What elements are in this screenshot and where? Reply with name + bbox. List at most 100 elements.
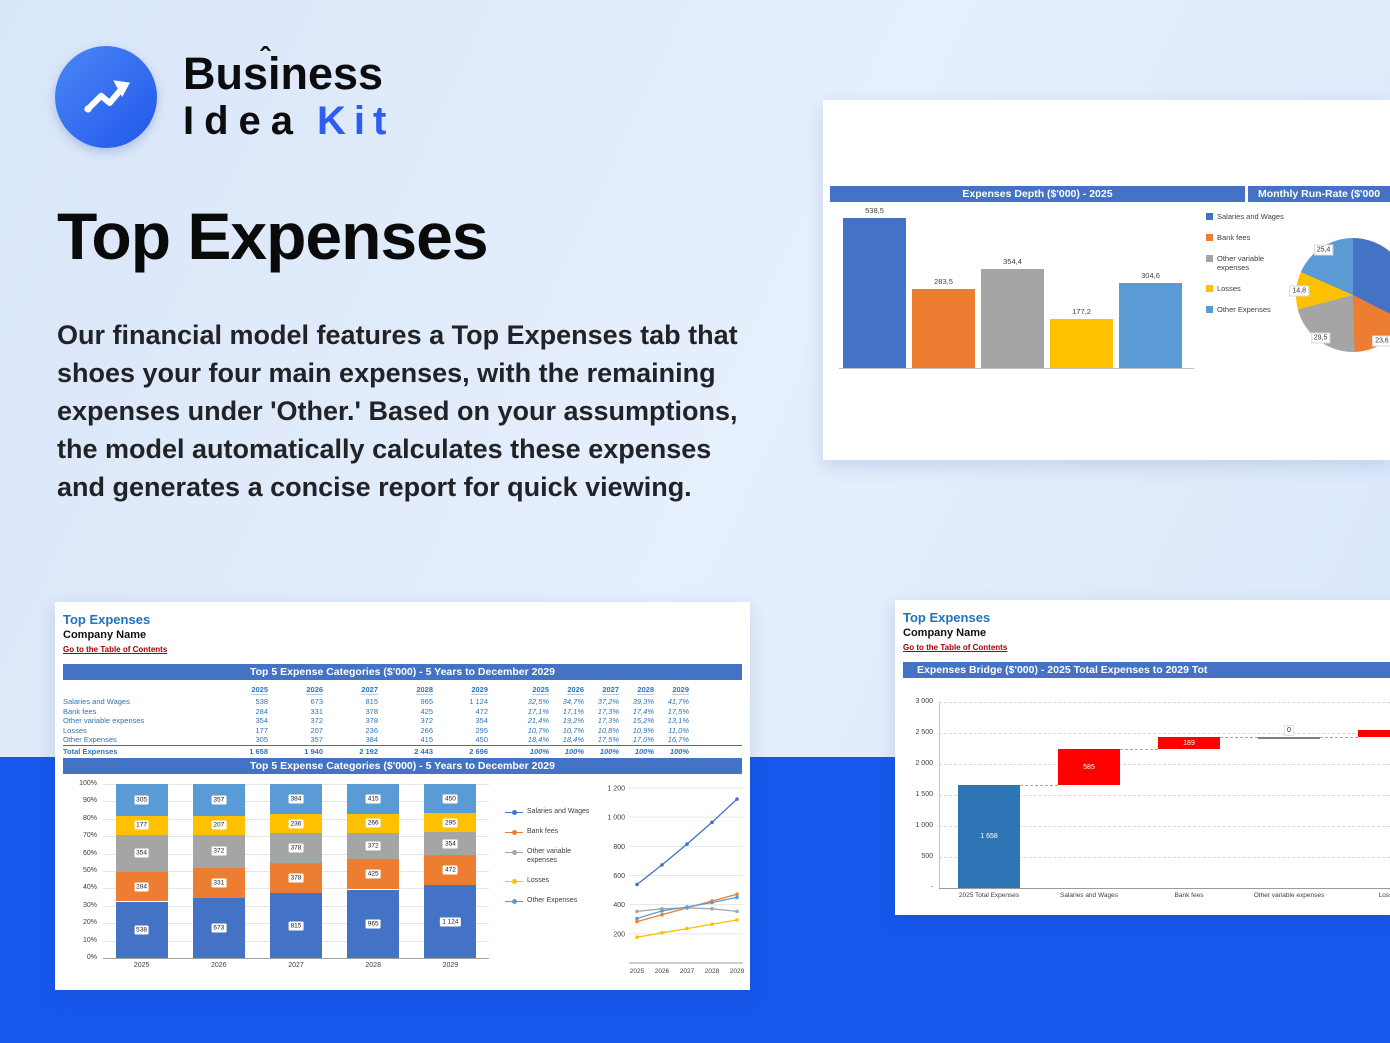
cell-value: 2 192 <box>359 746 378 756</box>
cell-pct: 17,3% <box>597 716 619 725</box>
company-name: Company Name <box>63 629 147 641</box>
x-tick-label: 2027 <box>680 968 695 975</box>
x-tick-label: 2026 <box>655 968 670 975</box>
sheet-title: Top Expenses <box>903 610 991 625</box>
x-tick-label: 2027 <box>288 962 304 969</box>
cell-pct: 100% <box>669 746 689 756</box>
legend-marker <box>505 828 523 836</box>
cell-pct: 18,4% <box>562 735 584 744</box>
table-row: Other variable expenses 354 372 378 372 354 21… <box>63 716 742 726</box>
legend-item: Salaries and Wages <box>1206 212 1290 221</box>
cell-pct: 17,4% <box>632 706 654 716</box>
segment-value-label: 415 <box>365 794 381 804</box>
stack-segment: 177 <box>115 816 168 835</box>
cell-pct: 17,1% <box>527 706 549 716</box>
cell-value: 425 <box>420 706 433 716</box>
y-tick-label: 1 500 <box>915 791 933 798</box>
cell-value: 236 <box>365 725 378 735</box>
segment-value-label: 472 <box>442 865 458 875</box>
stack-segment: 372 <box>192 834 245 868</box>
data-point <box>735 895 739 900</box>
bar-value-label: 354,4 <box>1003 257 1022 267</box>
cell-pct: 39,3% <box>632 697 654 706</box>
y-tick-label: 60% <box>82 849 97 857</box>
y-tick-label: 20% <box>82 919 97 927</box>
segment-value-label: 425 <box>365 869 381 879</box>
row-label: Losses <box>63 725 87 735</box>
y-tick-label: 1 200 <box>607 786 625 793</box>
stack-segment: 815 <box>270 893 322 958</box>
x-tick-label: 2025 Total Expenses <box>958 892 1020 899</box>
year-header: 2029 <box>672 685 689 695</box>
segment-value-label: 965 <box>365 919 381 929</box>
bar-4 <box>1119 283 1182 368</box>
bar-value-label: 177,2 <box>1072 306 1091 316</box>
data-point <box>635 882 639 887</box>
segment-value-label: 673 <box>211 923 227 933</box>
segment-value-label: 305 <box>134 795 150 805</box>
cell-value: 472 <box>475 706 488 716</box>
sheet-title: Top Expenses <box>63 612 151 627</box>
pie-value-label: 29,5 <box>1310 332 1331 344</box>
segment-value-label: 450 <box>442 794 458 804</box>
x-tick-label: 2028 <box>365 962 381 969</box>
legend-marker <box>505 848 523 856</box>
stack-segment: 236 <box>270 814 322 834</box>
toc-link[interactable]: Go to the Table of Contents <box>63 645 168 654</box>
year-header: 2028 <box>416 685 433 695</box>
bar-2 <box>981 269 1044 368</box>
x-tick-label: 2029 <box>730 968 745 975</box>
cell-pct: 100% <box>564 746 584 756</box>
x-tick-label: 2025 <box>630 968 645 975</box>
cell-value: 2 696 <box>469 746 488 756</box>
table-row: Salaries and Wages 538 673 815 965 1 124 32,5%… <box>63 697 742 707</box>
data-point <box>735 909 739 914</box>
cell-value: 372 <box>420 716 433 725</box>
cell-value: 331 <box>310 706 323 716</box>
y-tick-label: 90% <box>82 797 97 805</box>
legend-label: Other Expenses <box>1217 305 1271 314</box>
cell-value: 1 658 <box>249 746 268 756</box>
brand-business-text: Business <box>183 48 384 99</box>
bar-value-label: 538,5 <box>865 206 884 215</box>
chart-headers-row: Expenses Depth ($'000) - 2025 Monthly Ru… <box>830 186 1390 202</box>
chart-header: Top 5 Expense Categories ($'000) - 5 Yea… <box>63 758 742 774</box>
x-tick-label: Losses <box>1378 892 1390 899</box>
y-tick-label: 3 000 <box>915 698 933 705</box>
legend-label: Bank fees <box>1217 233 1251 242</box>
line-chart: 1 200 1 000 800 600 400 200 2025 2026 2027 2028 20… <box>607 786 745 976</box>
brand-idea-text: Idea <box>183 99 304 143</box>
cell-pct: 10,8% <box>597 725 619 735</box>
toc-link[interactable]: Go to the Table of Contents <box>903 643 1008 652</box>
screenshot-expenses-bridge: Top Expenses Company Name Go to the Tabl… <box>895 600 1390 915</box>
cell-pct: 100% <box>599 746 619 756</box>
segment-value-label: 177 <box>134 820 150 830</box>
cell-value: 207 <box>310 725 323 735</box>
cell-value: 284 <box>255 706 268 716</box>
bar-value-label: 585 <box>1083 763 1095 771</box>
cell-pct: 21,4% <box>527 716 549 725</box>
segment-value-label: 1 124 <box>440 917 461 927</box>
cell-value: 815 <box>365 697 378 706</box>
legend-item: Bank fees <box>505 827 593 836</box>
chart-legend: Salaries and Wages Bank fees Other variabl… <box>1206 212 1290 326</box>
bar-value-label: 189 <box>1183 739 1195 747</box>
y-tick-label: 0% <box>86 954 97 961</box>
legend-item: Losses <box>505 876 593 885</box>
pie-value-label: 23,6 <box>1372 335 1390 347</box>
stack-segment: 354 <box>424 832 477 855</box>
data-point <box>660 931 664 935</box>
cell-value: 1 124 <box>469 697 488 706</box>
cell-pct: 17,1% <box>562 706 584 716</box>
cell-value: 415 <box>420 735 433 744</box>
y-tick-label: 2 500 <box>915 729 933 736</box>
data-point <box>710 900 714 905</box>
cell-pct: 32,5% <box>527 697 549 706</box>
x-tick-label: 2025 <box>133 962 150 969</box>
gridline <box>939 795 1390 796</box>
stack-segment: 331 <box>192 868 245 898</box>
top5-expense-table: 2025 2026 2027 2028 2029 2025 2026 2027 2028 2029… <box>63 684 742 757</box>
stack-segment: 378 <box>270 833 322 864</box>
brand-logo: Business ˆ Idea Kit <box>55 42 394 148</box>
cell-pct: 18,4% <box>527 735 549 744</box>
